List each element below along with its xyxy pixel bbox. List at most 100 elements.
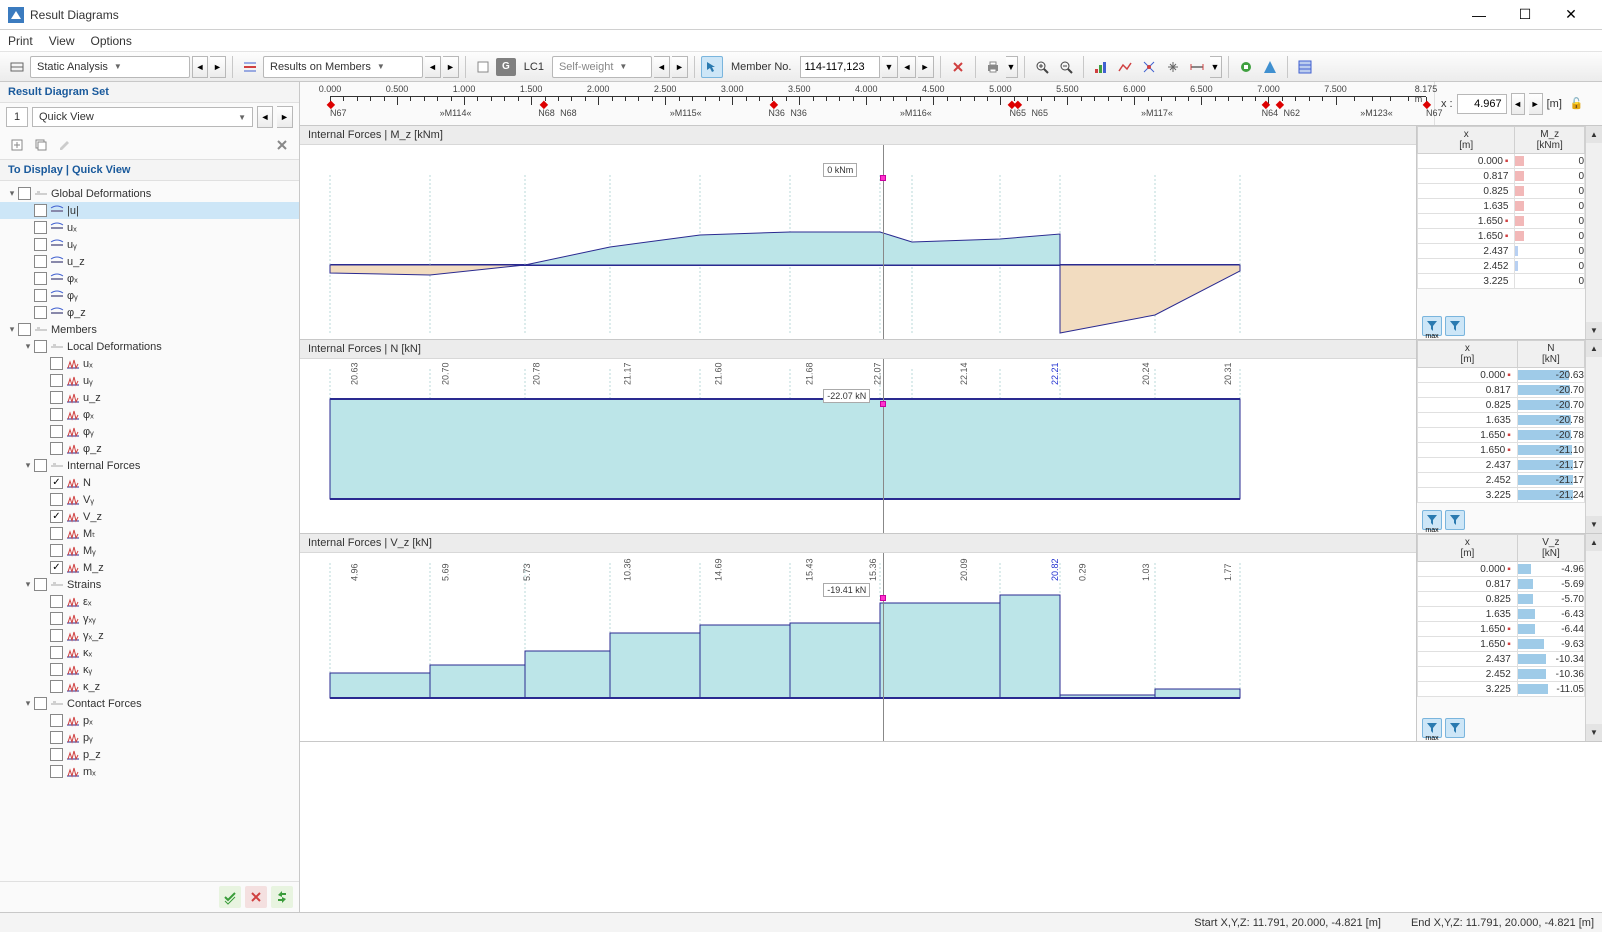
- diagram-plot[interactable]: 4.965.695.7310.3614.6915.4315.3620.0920.…: [300, 553, 1416, 741]
- table-row[interactable]: 2.4520: [1418, 259, 1585, 274]
- tree-gd-uy[interactable]: uᵧ: [0, 236, 299, 253]
- tree-checkbox[interactable]: [50, 408, 63, 421]
- tree-if-my[interactable]: Mᵧ: [0, 542, 299, 559]
- print-dropdown-button[interactable]: ▼: [1006, 56, 1018, 78]
- cursor-line[interactable]: [883, 553, 884, 741]
- result-set-number[interactable]: 1: [6, 107, 28, 127]
- analysis-prev-button[interactable]: ◄: [192, 56, 208, 78]
- scrollbar[interactable]: ▲▼: [1585, 340, 1602, 533]
- loadcase-next-button[interactable]: ►: [672, 56, 688, 78]
- delete-set-button[interactable]: [271, 134, 293, 156]
- cursor-line[interactable]: [883, 359, 884, 533]
- tree-checkbox[interactable]: [18, 187, 31, 200]
- analysis-type-dropdown[interactable]: Static Analysis ▼: [30, 56, 190, 78]
- lock-icon[interactable]: 🔓: [1570, 97, 1584, 110]
- tree-checkbox[interactable]: [50, 561, 63, 574]
- tree-checkbox[interactable]: [50, 476, 63, 489]
- tree-cf-pz[interactable]: p_z: [0, 746, 299, 763]
- table-row[interactable]: 0.000▪-4.96: [1418, 562, 1585, 577]
- tree-checkbox[interactable]: [50, 748, 63, 761]
- tree-if-vz[interactable]: V_z: [0, 508, 299, 525]
- tree-checkbox[interactable]: [34, 289, 47, 302]
- x-value-input[interactable]: [1457, 94, 1507, 114]
- edit-set-button[interactable]: [54, 134, 76, 156]
- table-row[interactable]: 1.635-6.43: [1418, 607, 1585, 622]
- maximize-button[interactable]: ☐: [1502, 0, 1548, 30]
- tree-twist-icon[interactable]: ▾: [22, 698, 34, 709]
- tree-checkbox[interactable]: [34, 306, 47, 319]
- analysis-next-button[interactable]: ►: [210, 56, 226, 78]
- filter-button[interactable]: [1445, 510, 1465, 530]
- tree-gd-ux[interactable]: uₓ: [0, 219, 299, 236]
- tree-if-n[interactable]: N: [0, 474, 299, 491]
- filter-button[interactable]: [1445, 718, 1465, 738]
- menu-print[interactable]: Print: [8, 34, 33, 48]
- tree-checkbox[interactable]: [50, 663, 63, 676]
- tree-contact-forces[interactable]: ▾Contact Forces: [0, 695, 299, 712]
- tree-ld-phix[interactable]: φₓ: [0, 406, 299, 423]
- results-prev-button[interactable]: ◄: [425, 56, 441, 78]
- tree-checkbox[interactable]: [34, 697, 47, 710]
- tool-1-button[interactable]: [1090, 56, 1112, 78]
- tree-checkbox[interactable]: [50, 357, 63, 370]
- tree-checkbox[interactable]: [50, 510, 63, 523]
- tree-checkbox[interactable]: [50, 646, 63, 659]
- menu-options[interactable]: Options: [90, 34, 131, 48]
- close-button[interactable]: ✕: [1548, 0, 1594, 30]
- tree-if-mt[interactable]: Mₜ: [0, 525, 299, 542]
- tree-gd-phiz[interactable]: φ_z: [0, 304, 299, 321]
- loadcase-dropdown[interactable]: Self-weight ▼: [552, 56, 652, 78]
- tree-global-deformations[interactable]: ▾Global Deformations: [0, 185, 299, 202]
- tree-ld-phiy[interactable]: φᵧ: [0, 423, 299, 440]
- set-prev-button[interactable]: ◄: [257, 106, 273, 128]
- tree-checkbox[interactable]: [50, 595, 63, 608]
- tree-st-ky[interactable]: κᵧ: [0, 661, 299, 678]
- print-button[interactable]: [982, 56, 1004, 78]
- tree-local-deformations[interactable]: ▾Local Deformations: [0, 338, 299, 355]
- table-row[interactable]: 1.650▪-20.78: [1418, 428, 1585, 443]
- tree-if-mz[interactable]: M_z: [0, 559, 299, 576]
- tree-checkbox[interactable]: [34, 340, 47, 353]
- select-member-button[interactable]: [701, 56, 723, 78]
- table-row[interactable]: 0.817-5.69: [1418, 577, 1585, 592]
- tree-if-vy[interactable]: Vᵧ: [0, 491, 299, 508]
- tree-internal-forces[interactable]: ▾Internal Forces: [0, 457, 299, 474]
- table-row[interactable]: 3.2250: [1418, 274, 1585, 289]
- table-row[interactable]: 3.225-11.05: [1418, 682, 1585, 697]
- tree-twist-icon[interactable]: ▾: [22, 460, 34, 471]
- table-row[interactable]: 3.225-21.24: [1418, 488, 1585, 503]
- table-row[interactable]: 2.437-10.34: [1418, 652, 1585, 667]
- tree-gd-uz[interactable]: u_z: [0, 253, 299, 270]
- tree-checkbox[interactable]: [50, 731, 63, 744]
- tree-twist-icon[interactable]: ▾: [22, 341, 34, 352]
- tree-checkbox[interactable]: [50, 612, 63, 625]
- copy-set-button[interactable]: [30, 134, 52, 156]
- tree-checkbox[interactable]: [34, 221, 47, 234]
- tree-cf-px[interactable]: pₓ: [0, 712, 299, 729]
- tree-checkbox[interactable]: [50, 391, 63, 404]
- zoom-out-button[interactable]: [1055, 56, 1077, 78]
- tree-checkbox[interactable]: [34, 459, 47, 472]
- tool-2-button[interactable]: [1114, 56, 1136, 78]
- tree-strains[interactable]: ▾Strains: [0, 576, 299, 593]
- tree-checkbox[interactable]: [34, 204, 47, 217]
- member-next-button[interactable]: ►: [918, 56, 934, 78]
- tree-checkbox[interactable]: [50, 765, 63, 778]
- table-row[interactable]: 1.650▪-6.44: [1418, 622, 1585, 637]
- filter-max-button[interactable]: max: [1422, 316, 1442, 336]
- tool-4-button[interactable]: [1162, 56, 1184, 78]
- tree-twist-icon[interactable]: ▾: [22, 579, 34, 590]
- result-set-dropdown[interactable]: Quick View ▼: [32, 107, 253, 127]
- filter-max-button[interactable]: max: [1422, 718, 1442, 738]
- member-prev-button[interactable]: ◄: [900, 56, 916, 78]
- scrollbar[interactable]: ▲▼: [1585, 534, 1602, 741]
- table-row[interactable]: 0.000▪0: [1418, 154, 1585, 169]
- tree-checkbox[interactable]: [50, 493, 63, 506]
- member-no-input[interactable]: [800, 56, 880, 78]
- x-next-button[interactable]: ►: [1529, 93, 1543, 115]
- tool-5-button[interactable]: [1186, 56, 1208, 78]
- tree-gd-u[interactable]: |u|: [0, 202, 299, 219]
- tree-checkbox[interactable]: [50, 714, 63, 727]
- filter-max-button[interactable]: max: [1422, 510, 1442, 530]
- table-row[interactable]: 1.635-20.78: [1418, 413, 1585, 428]
